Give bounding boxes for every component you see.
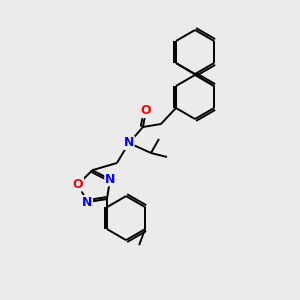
Text: O: O bbox=[141, 104, 151, 118]
Text: N: N bbox=[82, 196, 92, 208]
Text: O: O bbox=[73, 178, 83, 191]
Text: N: N bbox=[105, 173, 115, 186]
Text: N: N bbox=[124, 136, 134, 149]
